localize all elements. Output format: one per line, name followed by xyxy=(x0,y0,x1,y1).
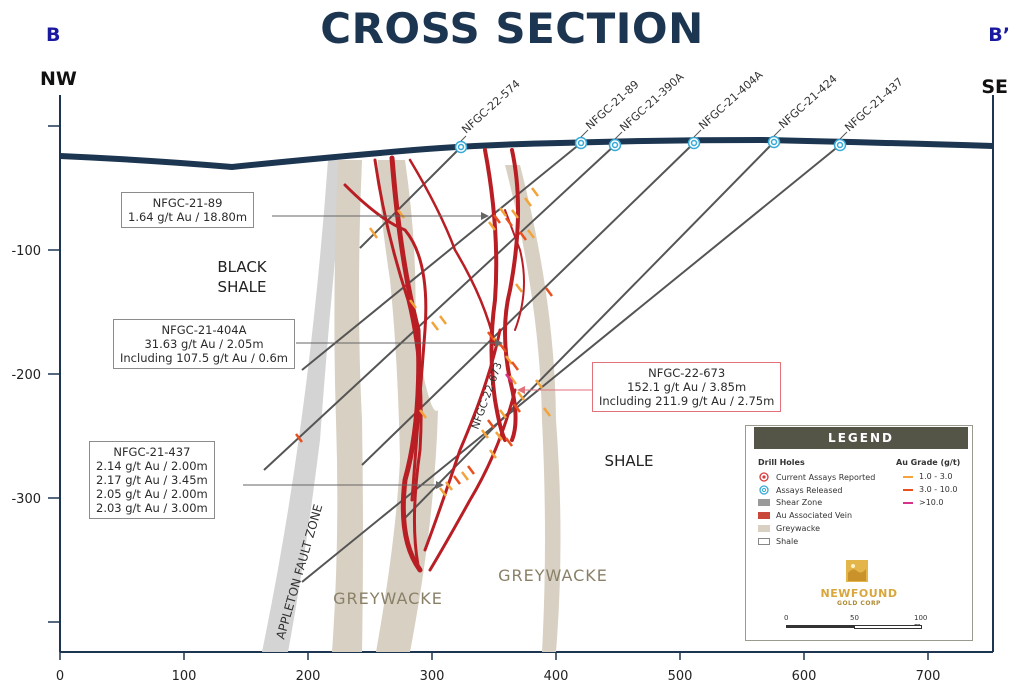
shear-zone-swatch xyxy=(758,499,770,506)
callout-line: Including 107.5 g/t Au / 0.6m xyxy=(120,351,288,365)
legend-item: Greywacke xyxy=(758,524,820,533)
shear-zone-shape xyxy=(262,160,345,652)
callout-line: 1.64 g/t Au / 18.80m xyxy=(128,210,248,224)
greywacke-label: GREYWACKE xyxy=(498,566,608,585)
callout-line: 31.63 g/t Au / 2.05m xyxy=(144,337,264,351)
legend-item-label: Shear Zone xyxy=(776,498,823,507)
legend-grade-label: >10.0 xyxy=(919,498,944,507)
y-ticks xyxy=(48,125,60,623)
section-end-label: B’ xyxy=(988,24,1010,46)
callout-line: NFGC-21-404A xyxy=(161,323,247,337)
leader-arrow xyxy=(517,386,525,394)
legend-item-label: Au Associated Vein xyxy=(776,511,853,520)
callout-leaders xyxy=(243,215,593,486)
legend-item-label: Greywacke xyxy=(776,524,821,533)
callout-line: 2.05 g/t Au / 2.00m xyxy=(96,487,208,501)
collar-leaders xyxy=(460,128,848,142)
callout-line: 2.03 g/t Au / 3.00m xyxy=(96,501,208,515)
legend-item: Shear Zone xyxy=(758,498,822,507)
section-start-label: B xyxy=(46,24,61,46)
callout-line: 2.17 g/t Au / 3.45m xyxy=(96,473,208,487)
greywacke-swatch xyxy=(758,525,770,532)
grade-swatch xyxy=(903,501,913,504)
ground-surface xyxy=(59,136,994,171)
callout-line: NFGC-22-673 xyxy=(648,366,726,380)
scale-bar: 0 50 100 m xyxy=(784,614,927,634)
legend-item: Current Assays Reported xyxy=(758,472,875,482)
legend: LEGEND Drill Holes Au Grade (g/t) Curren… xyxy=(745,425,973,641)
legend-title: LEGEND xyxy=(754,427,968,449)
legend-grade: 1.0 - 3.0 xyxy=(903,472,952,481)
x-tick-label: 0 xyxy=(56,669,64,684)
direction-left-label: NW xyxy=(40,68,77,90)
shale-swatch xyxy=(758,538,770,545)
x-tick-label: 300 xyxy=(420,669,445,684)
legend-grade: 3.0 - 10.0 xyxy=(903,485,958,494)
logo-subtitle: GOLD CORP xyxy=(837,600,881,607)
assays-released-icon xyxy=(759,485,769,495)
au-grade-intercepts xyxy=(295,187,553,497)
legend-grade-label: 3.0 - 10.0 xyxy=(919,485,958,494)
direction-right-label: SE xyxy=(981,76,1008,98)
y-tick-label: -200 xyxy=(11,368,41,383)
newfound-logo-icon xyxy=(846,560,868,582)
callout-line: NFGC-21-89 xyxy=(152,196,223,210)
drill-hole-label: NFGC-21-437 xyxy=(842,75,905,134)
legend-item-label: Shale xyxy=(776,537,799,546)
black-shale-label: SHALE xyxy=(218,278,267,296)
x-tick-label: 700 xyxy=(916,669,941,684)
leader-arrow xyxy=(481,212,489,220)
drill-hole-label: NFGC-21-404A xyxy=(696,68,765,132)
page-title: CROSS SECTION xyxy=(320,4,704,53)
x-tick-label: 400 xyxy=(544,669,569,684)
x-ticks xyxy=(59,652,929,660)
legend-drill-holes-header: Drill Holes xyxy=(758,458,805,467)
legend-grade: >10.0 xyxy=(903,498,944,507)
legend-grade-label: 1.0 - 3.0 xyxy=(919,472,953,481)
greywacke-band-1 xyxy=(332,160,363,652)
drill-hole-label: NFGC-22-574 xyxy=(459,77,522,136)
callout-line: NFGC-21-437 xyxy=(113,445,191,459)
black-shale-label: BLACK xyxy=(217,258,267,276)
grade-swatch xyxy=(903,475,913,478)
shale-label: SHALE xyxy=(605,452,654,470)
scale-label: 0 xyxy=(784,614,789,622)
logo-wordmark: NEWFOUND xyxy=(820,587,898,600)
callout-nfgc-21-404a: NFGC-21-404A 31.63 g/t Au / 2.05m Includ… xyxy=(113,319,295,369)
callout-nfgc-21-89: NFGC-21-89 1.64 g/t Au / 18.80m xyxy=(121,192,255,228)
callout-nfgc-21-437: NFGC-21-437 2.14 g/t Au / 2.00m 2.17 g/t… xyxy=(89,441,215,519)
callout-line: Including 211.9 g/t Au / 2.75m xyxy=(599,394,775,408)
legend-item: Shale xyxy=(758,537,798,546)
legend-item: Au Associated Vein xyxy=(758,511,852,520)
legend-item: Assays Released xyxy=(758,485,843,495)
greywacke-band-3 xyxy=(505,165,561,652)
current-assays-icon xyxy=(759,472,769,482)
au-associated-veins xyxy=(343,148,525,573)
leader-arrow xyxy=(436,481,444,489)
callout-line: 152.1 g/t Au / 3.85m xyxy=(627,380,747,394)
x-tick-label: 600 xyxy=(792,669,817,684)
legend-au-grade-header: Au Grade (g/t) xyxy=(896,458,961,467)
y-tick-label: -100 xyxy=(11,244,41,259)
legend-item-label: Assays Released xyxy=(776,485,843,495)
drill-hole-label: NFGC-21-424 xyxy=(776,72,839,131)
greywacke-band-2 xyxy=(376,160,438,652)
greywacke-label: GREYWACKE xyxy=(333,589,443,608)
callout-line: 2.14 g/t Au / 2.00m xyxy=(96,459,208,473)
grade-swatch xyxy=(903,488,913,491)
x-tick-label: 200 xyxy=(296,669,321,684)
drill-collars xyxy=(454,135,847,154)
legend-item-label: Current Assays Reported xyxy=(776,472,876,482)
scale-label: 50 xyxy=(850,614,859,622)
leader-arrow xyxy=(495,339,503,347)
y-tick-label: -300 xyxy=(11,492,41,507)
x-tick-label: 100 xyxy=(172,669,197,684)
callout-nfgc-22-673: NFGC-22-673 152.1 g/t Au / 3.85m Includi… xyxy=(592,362,782,412)
x-tick-label: 500 xyxy=(668,669,693,684)
vein-swatch xyxy=(758,512,770,519)
drill-hole-label: NFGC-21-390A xyxy=(617,70,686,134)
